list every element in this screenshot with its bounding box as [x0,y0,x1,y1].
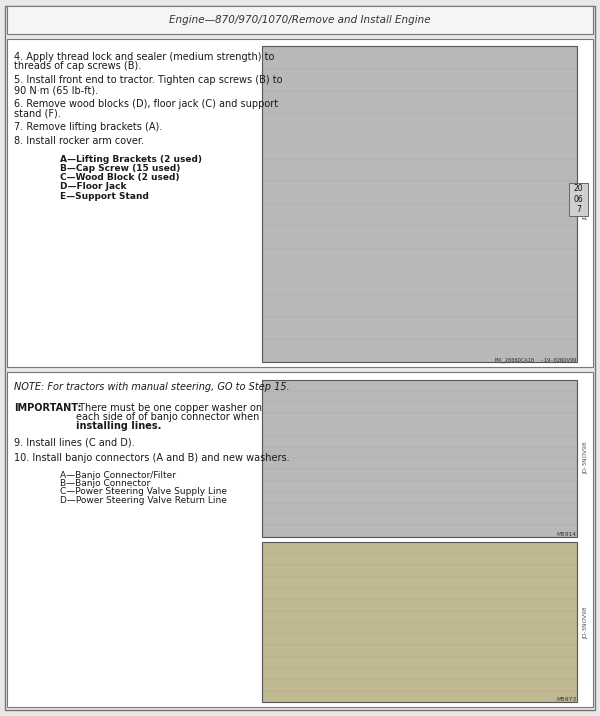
Text: M5973: M5973 [556,697,577,702]
Text: 9. Install lines (C and D).: 9. Install lines (C and D). [14,437,135,448]
Text: E—Support Stand: E—Support Stand [60,192,149,200]
Text: JD-3NOV98: JD-3NOV98 [583,606,588,639]
Text: A—Lifting Brackets (2 used): A—Lifting Brackets (2 used) [60,155,202,164]
Text: Engine—870/970/1070/Remove and Install Engine: Engine—870/970/1070/Remove and Install E… [169,15,431,25]
Bar [569,183,588,216]
Text: JD-3NOV98: JD-3NOV98 [583,442,588,475]
Text: threads of cap screws (B).: threads of cap screws (B). [14,62,142,72]
Text: C—Wood Block (2 used): C—Wood Block (2 used) [60,173,179,183]
Text: There must be one copper washer on: There must be one copper washer on [76,402,262,412]
Text: 8. Install rocker arm cover.: 8. Install rocker arm cover. [14,136,144,146]
Text: stand (F).: stand (F). [14,109,61,119]
Bar [262,542,577,702]
Text: 7. Remove lifting brackets (A).: 7. Remove lifting brackets (A). [14,122,163,132]
Bar [7,372,593,707]
Text: 6. Remove wood blocks (D), floor jack (C) and support: 6. Remove wood blocks (D), floor jack (C… [14,99,278,109]
Text: C—Power Steering Valve Supply Line: C—Power Steering Valve Supply Line [60,488,227,496]
Bar [262,379,577,536]
Text: MX_2006DCA10  -19-02NOV99: MX_2006DCA10 -19-02NOV99 [494,357,576,363]
Text: 20
06
7: 20 06 7 [574,185,584,214]
Text: installing lines.: installing lines. [76,421,161,431]
Text: D—Floor Jack: D—Floor Jack [60,183,127,191]
Text: B—Banjo Connector: B—Banjo Connector [60,479,150,488]
Text: IMPORTANT:: IMPORTANT: [14,402,82,412]
Text: B—Cap Screw (15 used): B—Cap Screw (15 used) [60,164,180,173]
Text: 4. Apply thread lock and sealer (medium strength) to: 4. Apply thread lock and sealer (medium … [14,52,275,62]
Text: 10. Install banjo connectors (A and B) and new washers.: 10. Install banjo connectors (A and B) a… [14,453,290,463]
Text: D—Power Steering Valve Return Line: D—Power Steering Valve Return Line [60,495,227,505]
Text: 90 N·m (65 lb-ft).: 90 N·m (65 lb-ft). [14,85,98,95]
Text: 5. Install front end to tractor. Tighten cap screws (B) to: 5. Install front end to tractor. Tighten… [14,75,283,85]
Text: JD-3NOV98: JD-3NOV98 [583,188,588,221]
Text: NOTE: For tractors with manual steering, GO to Step 15.: NOTE: For tractors with manual steering,… [14,382,290,392]
Bar [262,47,577,362]
Text: A—Banjo Connector/Filter: A—Banjo Connector/Filter [60,470,176,480]
Text: M5875: M5875 [578,194,583,214]
Bar [7,39,593,367]
Text: each side of of banjo connector when: each side of of banjo connector when [76,412,260,422]
Bar [7,6,593,34]
Text: M5914: M5914 [556,531,577,536]
